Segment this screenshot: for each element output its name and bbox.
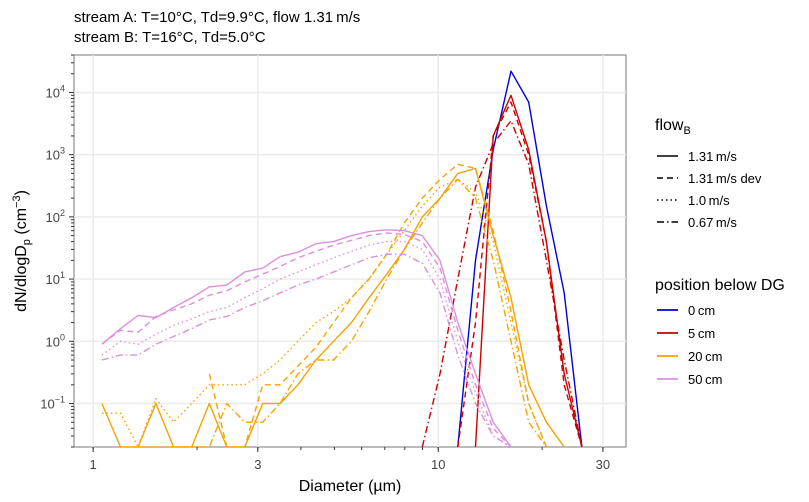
y-tick-label-exp: 4 [60, 83, 65, 93]
legend-flow-title: flowB [655, 117, 691, 137]
y-tick-label-base: 10 [46, 210, 60, 225]
x-tick-label-3: 30 [596, 457, 610, 472]
legend-position-label-1: 5 cm [688, 326, 715, 341]
y-axis-label-unit: (cm [13, 208, 30, 235]
grid-major [74, 55, 626, 447]
series-line-50cm-dashed [101, 232, 512, 447]
y-tick-label-base: 10 [46, 148, 60, 163]
series-line-0cm-solid [457, 70, 583, 447]
chart-title-line-1: stream A: T=10°C, Td=9.9°C, flow 1.31 m/… [74, 9, 360, 26]
legend-flow-label-3: 0.67 m/s [688, 215, 737, 230]
y-tick-label-1: 100 [46, 332, 65, 349]
legend-position-label-3: 50 cm [688, 372, 722, 387]
axis-ticks [69, 54, 604, 452]
legend-flow-label-2: 1.0 m/s [688, 193, 730, 208]
y-tick-label-base: 10 [46, 272, 60, 287]
y-tick-label-3: 102 [46, 208, 65, 225]
legend-flow-title-sub: B [683, 125, 690, 137]
legend-position: position below DG 0 cm 5 cm 20 cm 50 cm [655, 277, 785, 387]
x-axis-label: Diameter (µm) [299, 478, 402, 495]
y-axis-label-unit-exp: −3 [11, 195, 23, 208]
y-tick-label-base: 10 [40, 397, 54, 412]
y-tick-label-exp: 3 [60, 146, 65, 156]
svg-text:dN/dlogDp (cm−3): dN/dlogDp (cm−3) [11, 190, 33, 312]
y-tick-label-exp: 0 [60, 332, 65, 342]
y-tick-label-base: 10 [46, 334, 60, 349]
y-tick-label-5: 104 [46, 83, 65, 100]
series-line-50cm-dotted [101, 240, 512, 447]
y-tick-label-0: 10−1 [40, 395, 65, 412]
y-axis-label: dN/dlogDp (cm−3) [11, 190, 33, 312]
series-line-5cm-dashed [457, 101, 583, 447]
y-axis-label-sub: p [21, 239, 33, 245]
y-tick-label-exp: 2 [60, 208, 65, 218]
y-tick-label-exp: 1 [60, 270, 65, 280]
x-tick-label-1: 3 [254, 457, 261, 472]
legend-flow-label-1: 1.31 m/s dev [688, 171, 762, 186]
y-tick-label-4: 103 [46, 146, 65, 163]
series-line-50cm-solid [101, 229, 512, 447]
y-tick-label-base: 10 [46, 85, 60, 100]
legend-position-title: position below DG [655, 277, 785, 294]
chart-title-line-2: stream B: T=16°C, Td=5.0°C [74, 29, 266, 46]
plot-panel [73, 54, 627, 448]
legend-flow-title-main: flow [655, 117, 684, 134]
x-tick-labels: 1 3 10 30 [90, 457, 611, 472]
y-tick-label-2: 101 [46, 270, 65, 287]
series-line-20cm-dashed [208, 163, 548, 447]
series-line-20cm-solid [101, 167, 565, 447]
legend-position-label-2: 20 cm [688, 349, 722, 364]
x-tick-label-0: 1 [90, 457, 97, 472]
series-layer [101, 70, 583, 447]
legend-position-label-0: 0 cm [688, 303, 715, 318]
chart-title-group: stream A: T=10°C, Td=9.9°C, flow 1.31 m/… [74, 9, 360, 46]
y-axis-label-unit-close: ) [13, 190, 30, 195]
legend-flow: flowB 1.31 m/s 1.31 m/s dev 1.0 m/s 0.67 m/… [655, 117, 762, 230]
legend-flow-label-0: 1.31 m/s [688, 149, 737, 164]
series-line-50cm-dotdash [101, 253, 512, 447]
y-axis-label-main: dN/dlogD [13, 245, 30, 312]
x-tick-label-2: 10 [431, 457, 445, 472]
y-tick-label-exp: −1 [55, 395, 65, 405]
